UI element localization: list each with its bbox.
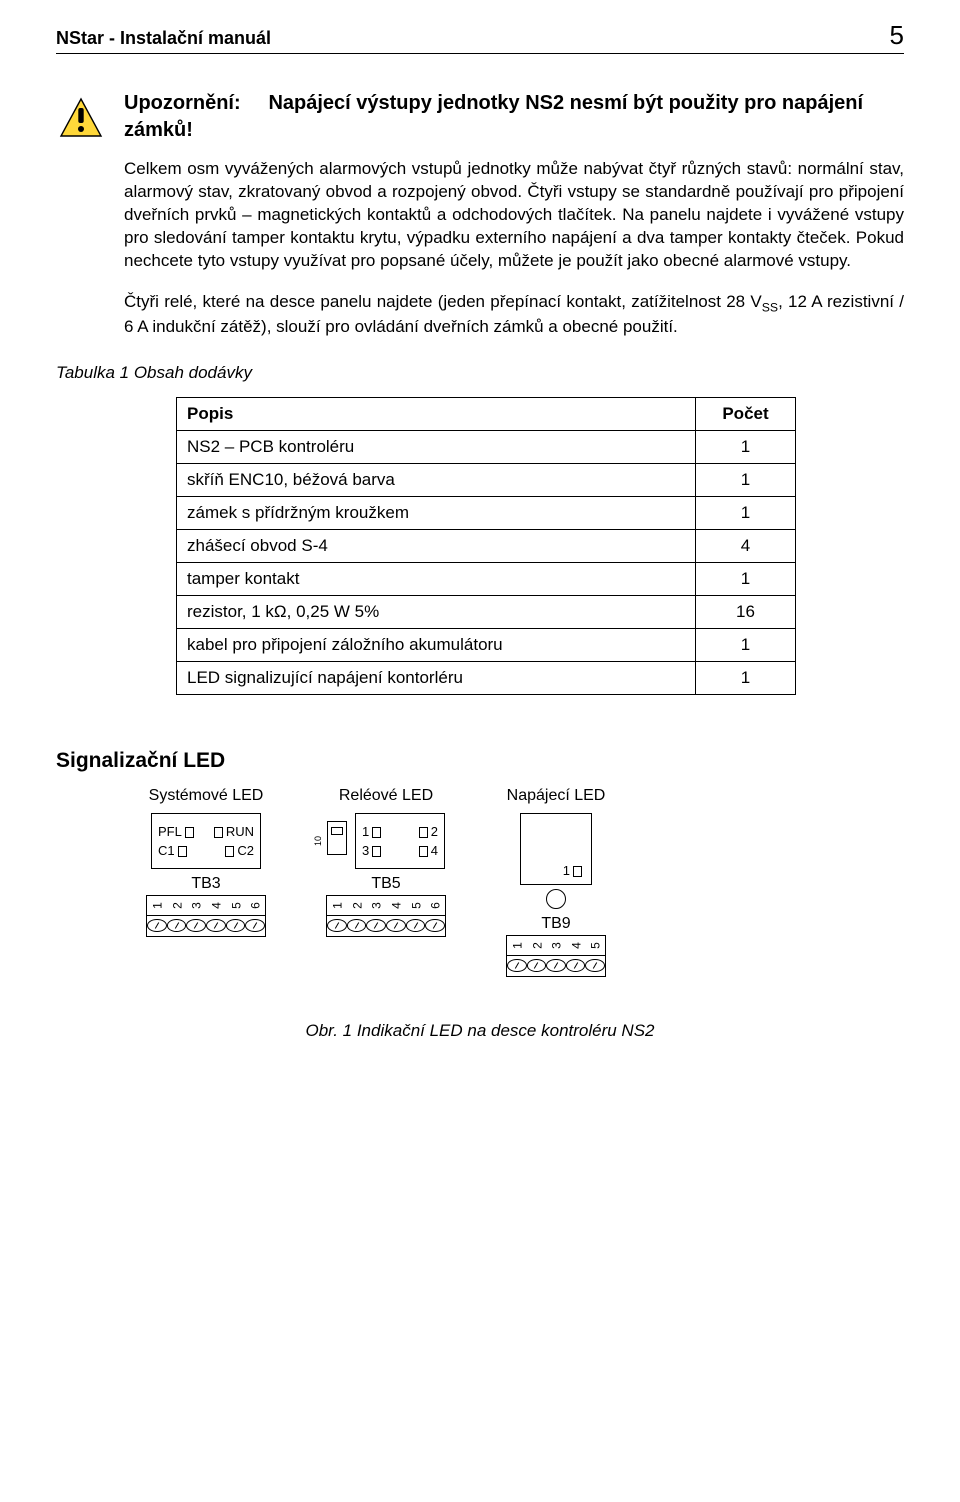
relay-icon bbox=[327, 821, 347, 855]
table-row: skříň ENC10, béžová barva1 bbox=[177, 463, 796, 496]
table-row: LED signalizující napájení kontorléru1 bbox=[177, 661, 796, 694]
dia-title-relay: Reléové LED bbox=[339, 787, 433, 805]
system-led-box: PFLRUN C1C2 bbox=[151, 813, 261, 869]
tb9-label: TB9 bbox=[541, 915, 570, 933]
delivery-table: Popis Počet NS2 – PCB kontroléru1 skříň … bbox=[176, 397, 796, 695]
power-led-box: 1 bbox=[520, 813, 592, 885]
diagram-col-power: Napájecí LED 1 TB9 12345 bbox=[506, 787, 606, 977]
para2-sub: SS bbox=[762, 300, 778, 314]
warning-icon bbox=[59, 96, 103, 140]
tb9-block: 12345 bbox=[506, 935, 606, 977]
diagram-col-relay: Reléové LED 12 34 TB5 123456 bbox=[326, 787, 446, 937]
dia-title-power: Napájecí LED bbox=[507, 787, 606, 805]
paragraph-2: Čtyři relé, které na desce panelu najdet… bbox=[124, 291, 904, 339]
table-row: rezistor, 1 kΩ, 0,25 W 5%16 bbox=[177, 595, 796, 628]
running-header: NStar - Instalační manuál 5 bbox=[56, 20, 904, 54]
table-row: tamper kontakt1 bbox=[177, 562, 796, 595]
led-diagram: Systémové LED PFLRUN C1C2 TB3 123456 Rel… bbox=[146, 787, 904, 977]
page-number: 5 bbox=[890, 20, 904, 51]
tb3-label: TB3 bbox=[191, 875, 220, 893]
tb3-block: 123456 bbox=[146, 895, 266, 937]
warning-text: Upozornění: Napájecí výstupy jednotky NS… bbox=[124, 90, 904, 144]
warning-label: Upozornění: bbox=[124, 92, 241, 114]
para2-pre: Čtyři relé, které na desce panelu najdet… bbox=[124, 292, 762, 311]
table-row: zhášecí obvod S-44 bbox=[177, 529, 796, 562]
diagram-col-system: Systémové LED PFLRUN C1C2 TB3 123456 bbox=[146, 787, 266, 937]
circle-icon bbox=[546, 889, 566, 909]
warning-block: Upozornění: Napájecí výstupy jednotky NS… bbox=[56, 90, 904, 144]
relay-led-box: 12 34 bbox=[355, 813, 445, 869]
table-caption: Tabulka 1 Obsah dodávky bbox=[56, 363, 904, 383]
tb5-label: TB5 bbox=[371, 875, 400, 893]
table-row: NS2 – PCB kontroléru1 bbox=[177, 430, 796, 463]
th-count: Počet bbox=[696, 397, 796, 430]
table-row: zámek s přídržným kroužkem1 bbox=[177, 496, 796, 529]
table-row: kabel pro připojení záložního akumulátor… bbox=[177, 628, 796, 661]
dia-title-system: Systémové LED bbox=[149, 787, 264, 805]
section-heading-led: Signalizační LED bbox=[56, 749, 904, 773]
doc-title: NStar - Instalační manuál bbox=[56, 28, 271, 49]
tb5-block: 123456 bbox=[326, 895, 446, 937]
th-desc: Popis bbox=[177, 397, 696, 430]
paragraph-1: Celkem osm vyvážených alarmových vstupů … bbox=[124, 158, 904, 273]
figure-caption: Obr. 1 Indikační LED na desce kontroléru… bbox=[56, 1021, 904, 1041]
